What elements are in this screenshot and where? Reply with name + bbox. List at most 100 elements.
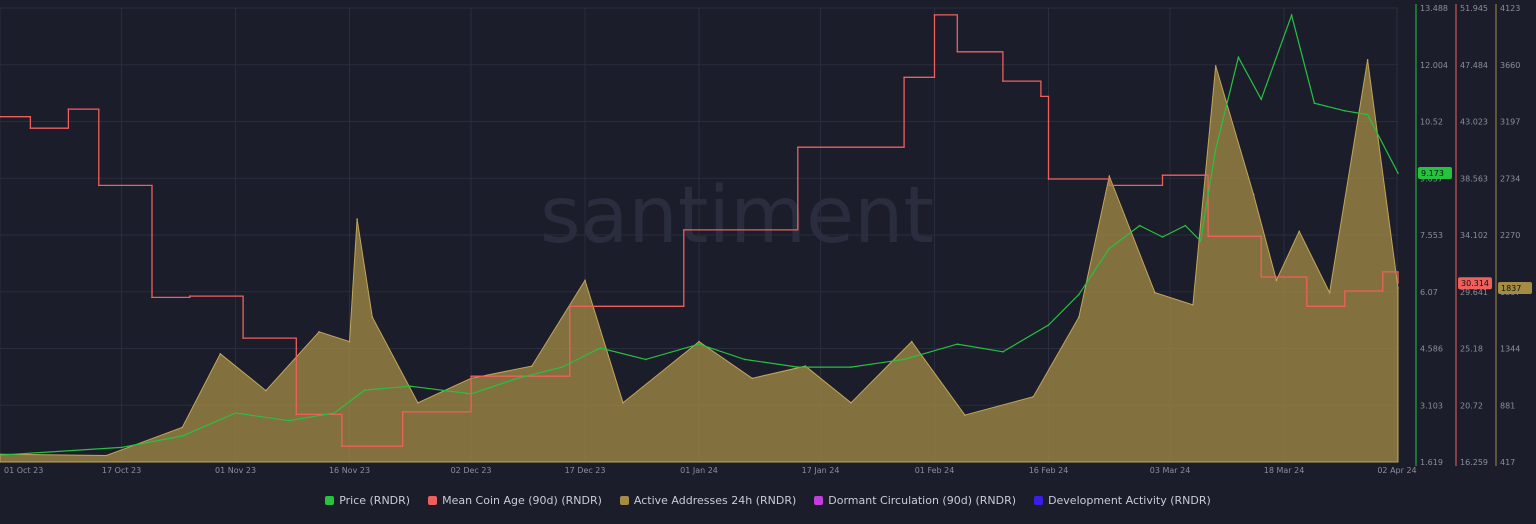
active-addresses-point bbox=[1298, 230, 1301, 233]
active-addresses-point bbox=[1192, 304, 1194, 306]
mean-coin-age-point bbox=[470, 375, 472, 378]
x-tick-label: 17 Oct 23 bbox=[102, 466, 141, 475]
active-addresses-point bbox=[698, 340, 700, 343]
active-addresses-point bbox=[584, 279, 586, 282]
mean-coin-age-point bbox=[401, 411, 404, 413]
price-point bbox=[470, 393, 472, 395]
price-point bbox=[561, 366, 564, 368]
active-addresses-tick-label: 3197 bbox=[1500, 118, 1520, 127]
price-point bbox=[0, 454, 1, 456]
active-addresses-point bbox=[356, 218, 358, 220]
mean-coin-age-point bbox=[189, 295, 191, 297]
x-tick-label: 03 Mar 24 bbox=[1150, 466, 1191, 475]
legend: Price (RNDR) Mean Coin Age (90d) (RNDR) … bbox=[0, 492, 1536, 508]
mean-coin-age-tick-label: 51.945 bbox=[1460, 4, 1488, 13]
price-point bbox=[515, 377, 518, 380]
active-addresses-tick-label: 417 bbox=[1500, 458, 1515, 467]
legend-label-dormant-circulation: Dormant Circulation (90d) (RNDR) bbox=[828, 493, 1017, 507]
mean-coin-age-tick-label: 38.563 bbox=[1460, 174, 1488, 183]
price-point bbox=[796, 366, 799, 368]
price-point bbox=[234, 412, 237, 414]
mean-coin-age-point bbox=[933, 14, 936, 16]
x-tick-label: 16 Feb 24 bbox=[1029, 466, 1069, 475]
mean-coin-age-point bbox=[1306, 305, 1308, 308]
active-addresses-point bbox=[1214, 65, 1217, 67]
axes: 01 Oct 23 17 Oct 23 01 Nov 23 16 Nov 23 02 D… bbox=[4, 4, 1532, 475]
price-point bbox=[645, 358, 647, 361]
price-tick-label: 6.07 bbox=[1420, 288, 1438, 297]
x-tick-label: 18 Mar 24 bbox=[1264, 466, 1305, 475]
legend-item-active-addresses[interactable]: Active Addresses 24h (RNDR) bbox=[619, 492, 796, 508]
mean-coin-age-tick-label: 25.18 bbox=[1460, 345, 1483, 354]
active-addresses-point bbox=[804, 365, 807, 367]
active-addresses-point bbox=[1366, 59, 1369, 61]
legend-item-price[interactable]: Price (RNDR) bbox=[325, 492, 410, 508]
x-tick-label: 01 Jan 24 bbox=[680, 466, 718, 475]
active-addresses-swatch bbox=[619, 495, 629, 505]
price-point bbox=[333, 412, 336, 414]
legend-item-development-activity[interactable]: Development Activity (RNDR) bbox=[1034, 492, 1211, 508]
mean-coin-age-swatch bbox=[428, 495, 438, 505]
price-current-label: 9.173 bbox=[1421, 169, 1444, 178]
mean-coin-age-tick-label: 34.102 bbox=[1460, 231, 1488, 240]
price-tick-label: 13.488 bbox=[1420, 4, 1448, 13]
x-tick-label: 02 Apr 24 bbox=[1377, 466, 1416, 475]
active-addresses-point bbox=[622, 402, 624, 404]
active-addresses-point bbox=[1275, 279, 1278, 282]
price-point bbox=[1108, 247, 1111, 250]
price-point bbox=[956, 343, 959, 345]
active-addresses-tick-label: 2270 bbox=[1500, 231, 1520, 240]
mean-coin-age-point bbox=[1161, 174, 1164, 177]
price-tick-label: 1.619 bbox=[1420, 458, 1443, 467]
price-point bbox=[120, 446, 123, 449]
price-point bbox=[1078, 293, 1080, 296]
mean-coin-age-point bbox=[341, 445, 343, 448]
price-point bbox=[181, 435, 184, 437]
active-addresses-point bbox=[105, 454, 108, 457]
active-addresses-point bbox=[1397, 287, 1399, 289]
price-point bbox=[1184, 224, 1187, 227]
mean-coin-age-tick-label: 20.72 bbox=[1460, 401, 1483, 410]
price-point bbox=[1161, 236, 1164, 238]
price-point bbox=[1397, 172, 1399, 174]
active-addresses-tick-label: 881 bbox=[1500, 401, 1515, 410]
legend-label-mean-coin-age: Mean Coin Age (90d) (RNDR) bbox=[442, 493, 602, 507]
mean-coin-age-point bbox=[1260, 276, 1263, 278]
legend-item-mean-coin-age[interactable]: Mean Coin Age (90d) (RNDR) bbox=[428, 492, 602, 508]
price-point bbox=[1138, 224, 1141, 227]
active-addresses-tick-label: 3660 bbox=[1500, 61, 1520, 70]
price-point bbox=[1366, 113, 1369, 116]
plot-area bbox=[0, 13, 1399, 463]
price-point bbox=[698, 343, 700, 345]
mean-coin-age-point bbox=[569, 305, 571, 308]
price-point bbox=[287, 419, 290, 422]
active-addresses-tick-label: 2734 bbox=[1500, 174, 1520, 183]
x-tick-label: 02 Dec 23 bbox=[451, 466, 492, 475]
price-point bbox=[363, 389, 366, 391]
active-addresses-point bbox=[964, 414, 966, 416]
price-tick-label: 4.586 bbox=[1420, 345, 1443, 354]
active-addresses-point bbox=[371, 316, 374, 318]
active-addresses-point bbox=[1252, 193, 1255, 196]
price-point bbox=[1290, 14, 1293, 16]
active-addresses-current-label: 1837 bbox=[1501, 284, 1521, 293]
mean-coin-age-point bbox=[1108, 184, 1111, 187]
price-point bbox=[850, 366, 852, 368]
mean-coin-age-point bbox=[29, 127, 32, 129]
mean-coin-age-point bbox=[1002, 80, 1004, 82]
x-tick-label: 17 Dec 23 bbox=[565, 466, 606, 475]
active-addresses-point bbox=[417, 402, 419, 404]
mean-coin-age-point bbox=[242, 337, 244, 339]
legend-label-price: Price (RNDR) bbox=[339, 493, 411, 507]
price-point bbox=[1214, 148, 1217, 150]
price-point bbox=[743, 358, 746, 361]
legend-item-dormant-circulation[interactable]: Dormant Circulation (90d) (RNDR) bbox=[814, 492, 1016, 508]
mean-coin-age-point bbox=[67, 108, 70, 110]
x-tick-label: 01 Feb 24 bbox=[915, 466, 955, 475]
price-tick-label: 3.103 bbox=[1420, 401, 1443, 410]
mean-coin-age-point bbox=[1047, 178, 1050, 180]
active-addresses-point bbox=[219, 353, 222, 355]
price-point bbox=[1237, 56, 1240, 59]
active-addresses-point bbox=[1154, 291, 1156, 294]
